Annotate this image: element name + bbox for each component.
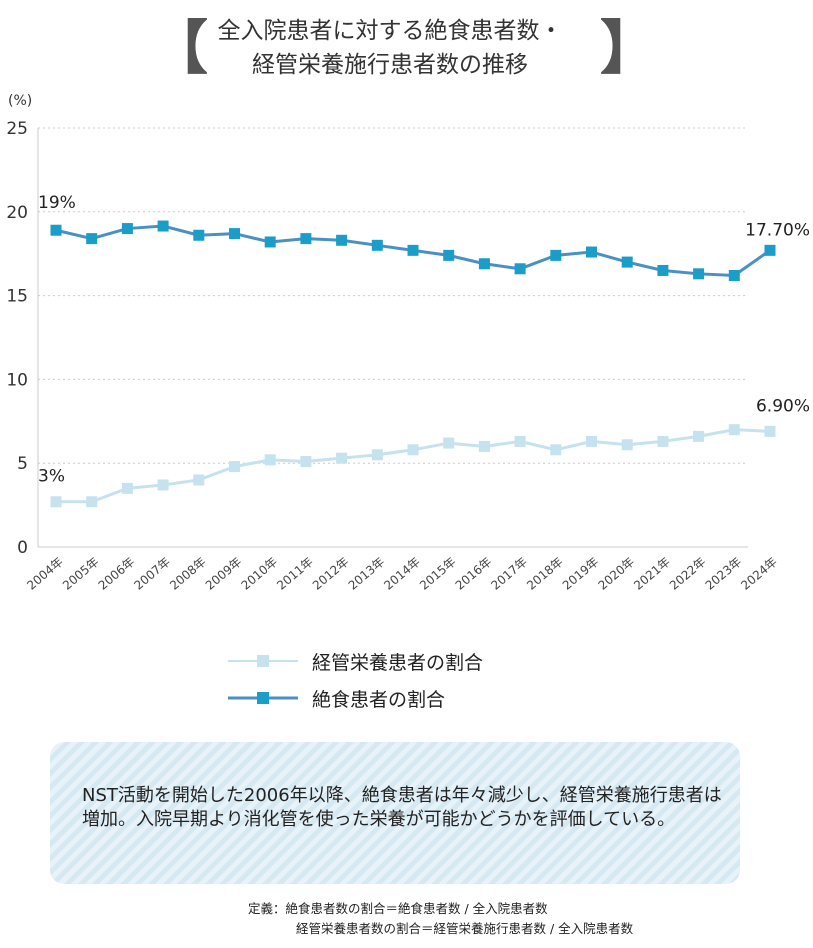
- x-tick-label: 2008年: [167, 555, 209, 593]
- y-tick-label: 10: [6, 370, 28, 390]
- data-point: [550, 249, 562, 261]
- data-point: [514, 263, 526, 275]
- title-line-2: 経管栄養施行患者数の推移: [252, 52, 528, 78]
- data-point: [693, 268, 705, 280]
- data-point: [657, 264, 669, 276]
- x-tick-label: 2024年: [738, 555, 780, 593]
- data-point: [264, 454, 276, 466]
- x-tick-label: 2022年: [667, 555, 709, 593]
- data-point: [193, 229, 205, 241]
- y-axis-label: (%): [8, 93, 32, 109]
- x-tick-label: 2014年: [381, 555, 423, 593]
- start-value-label: 19%: [38, 193, 76, 213]
- data-point: [621, 439, 633, 451]
- data-point: [728, 424, 740, 436]
- note-bubble: [50, 742, 740, 884]
- data-point: [764, 425, 776, 437]
- data-point: [86, 233, 98, 245]
- data-point: [336, 234, 348, 246]
- x-tick-label: 2018年: [524, 555, 566, 593]
- y-tick-label: 20: [6, 203, 28, 223]
- data-point: [193, 474, 205, 486]
- data-point: [657, 435, 669, 447]
- x-tick-label: 2004年: [24, 555, 66, 593]
- data-point: [157, 220, 169, 232]
- data-point: [764, 244, 776, 256]
- data-point: [229, 228, 240, 240]
- note-text: NST活動を開始した2006年以降、絶食患者は年々減少し、経管栄養施行患者は増加…: [82, 785, 722, 830]
- x-tick-label: 2016年: [453, 555, 495, 593]
- chart-title: 全入院患者に対する絶食患者数・ 経管栄養施行患者数の推移: [150, 14, 630, 82]
- data-point: [728, 269, 740, 281]
- x-tick-label: 2013年: [346, 555, 388, 593]
- data-point: [550, 444, 562, 456]
- data-point: [478, 258, 490, 270]
- data-point: [478, 440, 490, 452]
- x-tick-label: 2023年: [703, 555, 745, 593]
- data-point: [586, 246, 597, 258]
- x-tick-label: 2011年: [274, 555, 316, 593]
- data-point: [300, 233, 312, 245]
- data-point: [86, 496, 98, 508]
- data-point: [693, 430, 705, 442]
- legend-marker: [257, 692, 269, 704]
- start-value-label: 3%: [38, 467, 65, 487]
- data-point: [336, 452, 348, 464]
- line-chart: (%)05101520252004年2005年2006年2007年2008年20…: [6, 93, 810, 711]
- x-tick-label: 2015年: [417, 555, 459, 593]
- data-point: [514, 435, 526, 447]
- data-point: [50, 496, 62, 508]
- bracket-right: 】: [600, 14, 659, 82]
- x-tick-label: 2019年: [560, 555, 602, 593]
- x-tick-label: 2007年: [131, 555, 173, 593]
- y-tick-label: 25: [6, 119, 28, 139]
- data-point: [371, 239, 383, 251]
- data-point: [229, 461, 240, 473]
- data-point: [121, 223, 133, 235]
- x-tick-label: 2006年: [96, 555, 138, 593]
- y-tick-label: 15: [6, 287, 28, 307]
- x-tick-label: 2012年: [310, 555, 352, 593]
- data-point: [371, 449, 383, 461]
- x-tick-label: 2005年: [60, 555, 102, 593]
- data-point: [300, 456, 312, 468]
- data-point: [157, 479, 169, 491]
- bracket-left: 【: [150, 14, 209, 82]
- data-point: [443, 437, 455, 449]
- data-point: [443, 249, 455, 261]
- data-point: [586, 435, 597, 447]
- data-point: [407, 444, 419, 456]
- legend-marker: [257, 655, 269, 667]
- data-point: [50, 224, 62, 236]
- end-value-label: 17.70%: [745, 220, 810, 240]
- data-point: [621, 256, 633, 268]
- legend-label: 経管栄養患者の割合: [312, 652, 483, 674]
- y-tick-label: 5: [17, 454, 28, 474]
- title-line-1: 全入院患者に対する絶食患者数・: [217, 18, 563, 44]
- data-point: [121, 482, 133, 494]
- x-tick-label: 2009年: [203, 555, 245, 593]
- definition-line-1: 定義：絶食患者数の割合＝絶食患者数 / 全入院患者数: [248, 901, 548, 916]
- data-point: [407, 244, 419, 256]
- x-tick-label: 2010年: [239, 555, 281, 593]
- x-tick-label: 2017年: [488, 555, 530, 593]
- data-point: [264, 236, 276, 248]
- x-tick-label: 2021年: [631, 555, 673, 593]
- end-value-label: 6.90%: [756, 396, 810, 416]
- legend-label: 絶食患者の割合: [312, 689, 445, 711]
- definition-line-2: 経管栄養患者数の割合＝経管栄養施行患者数 / 全入院患者数: [296, 921, 634, 936]
- y-tick-label: 0: [17, 538, 28, 558]
- x-tick-label: 2020年: [596, 555, 638, 593]
